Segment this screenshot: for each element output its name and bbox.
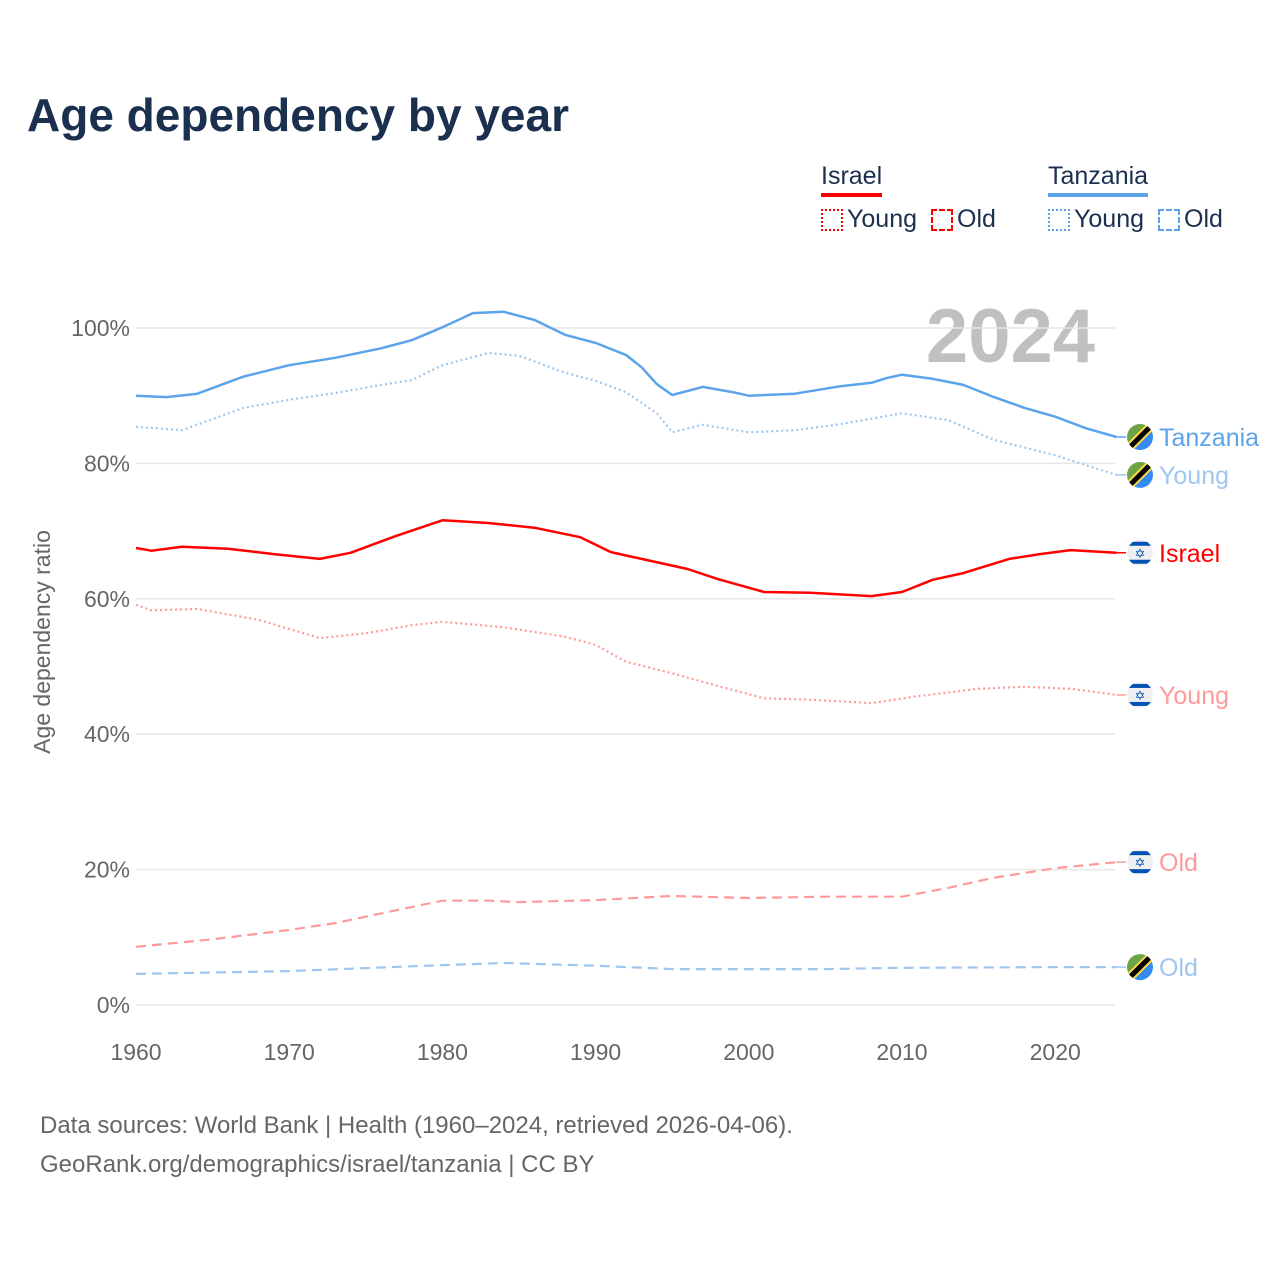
legend-label: Old (1184, 205, 1223, 233)
series-line-israel-young (135, 603, 1117, 705)
israel-flag-icon: ✡ (1127, 681, 1153, 708)
x-tick-label: 2020 (1030, 1039, 1081, 1065)
legend-tanzania-heading: Tanzania (1048, 162, 1149, 197)
tanzania-flag-icon (1127, 461, 1153, 488)
flag-stripe (1127, 701, 1153, 706)
series-line-tanzania-young (135, 351, 1117, 476)
legend-israel-young[interactable]: Young (821, 205, 917, 234)
flag-body: ✡ (1127, 849, 1153, 876)
x-tick-label: 2010 (876, 1039, 927, 1065)
flag-body: ✡ (1127, 539, 1153, 566)
series-line-israel (135, 519, 1117, 598)
y-tick-label: 100% (71, 315, 130, 341)
year-annotation: 2024 (926, 294, 1095, 379)
series-end-label: Young (1159, 462, 1229, 490)
x-tick-label: 1960 (110, 1039, 161, 1065)
flag-body: ✡ (1127, 681, 1153, 708)
series-end-label: Old (1159, 849, 1198, 877)
y-tick-label: 80% (84, 450, 130, 476)
y-tick-label: 20% (84, 857, 130, 883)
dashed-swatch-icon (931, 208, 953, 231)
x-tick-label: 2000 (723, 1039, 774, 1065)
flag-body (1127, 423, 1153, 450)
star-of-david-icon: ✡ (1135, 856, 1146, 871)
series-end-label: Young (1159, 682, 1229, 710)
flag-stripe (1127, 559, 1153, 564)
star-of-david-icon: ✡ (1135, 689, 1146, 704)
legend-tanzania: Tanzania Young Old (1048, 162, 1223, 234)
chart-title: Age dependency by year (27, 89, 569, 141)
series-line-tanzania-old (135, 961, 1117, 975)
series-end-label: Tanzania (1159, 424, 1259, 452)
x-tick-label: 1990 (570, 1039, 621, 1065)
x-tick-label: 1980 (417, 1039, 468, 1065)
legend-tanzania-old[interactable]: Old (1158, 205, 1223, 234)
legend-tanzania-young[interactable]: Young (1048, 205, 1144, 234)
source-note: Data sources: World Bank | Health (1960–… (40, 1106, 793, 1184)
y-tick-label: 40% (84, 721, 130, 747)
dotted-swatch-icon (821, 208, 843, 231)
tanzania-flag-icon (1127, 423, 1153, 450)
legend-israel: Israel Young Old (821, 162, 996, 234)
legend-label: Old (957, 205, 996, 233)
y-tick-label: 0% (97, 992, 130, 1018)
series-end-label: Old (1159, 954, 1198, 982)
dotted-swatch-icon (1048, 208, 1070, 231)
flag-body (1127, 954, 1153, 981)
dashed-swatch-icon (1158, 208, 1180, 231)
y-axis-label: Age dependency ratio (29, 530, 55, 754)
x-tick-label: 1970 (264, 1039, 315, 1065)
flag-stripe (1127, 683, 1153, 688)
flag-stripe (1127, 869, 1153, 874)
legend-israel-heading: Israel (821, 162, 883, 197)
legend-label: Young (847, 205, 917, 233)
y-tick-label: 60% (84, 586, 130, 612)
star-of-david-icon: ✡ (1135, 547, 1146, 562)
israel-flag-icon: ✡ (1127, 539, 1153, 566)
israel-flag-icon: ✡ (1127, 849, 1153, 876)
tanzania-flag-icon (1127, 954, 1153, 981)
flag-body (1127, 461, 1153, 488)
source-line: Data sources: World Bank | Health (1960–… (40, 1112, 793, 1139)
legend-label: Young (1074, 205, 1144, 233)
source-link[interactable]: GeoRank.org/demographics/israel/tanzania… (40, 1151, 595, 1178)
legend-israel-old[interactable]: Old (931, 205, 996, 234)
series-line-israel-old (135, 861, 1117, 948)
series-end-label: Israel (1159, 540, 1220, 568)
series-line-tanzania (135, 310, 1117, 439)
flag-stripe (1127, 541, 1153, 546)
flag-stripe (1127, 851, 1153, 856)
